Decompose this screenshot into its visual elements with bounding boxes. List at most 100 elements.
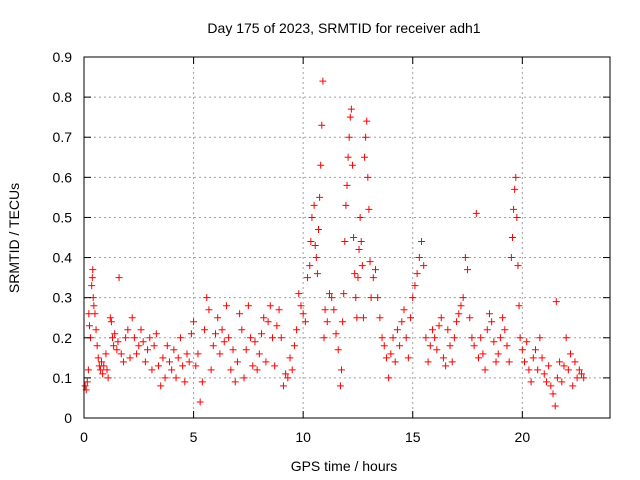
data-point [551, 402, 559, 410]
data-point [135, 342, 143, 350]
data-point [122, 334, 130, 342]
data-point [92, 326, 100, 334]
data-point [459, 294, 467, 302]
data-point [185, 358, 193, 366]
data-point [418, 238, 426, 246]
data-point [266, 302, 274, 310]
data-point [428, 326, 436, 334]
data-point [137, 326, 145, 334]
data-point [513, 213, 521, 221]
data-point [330, 306, 338, 314]
data-point [113, 346, 121, 354]
data-point [365, 205, 373, 213]
data-point [318, 121, 326, 129]
data-point [369, 274, 377, 282]
data-points [81, 77, 588, 410]
data-point [409, 294, 417, 302]
data-point [310, 201, 318, 209]
data-point [402, 334, 410, 342]
data-point [521, 358, 529, 366]
data-point [286, 354, 294, 362]
data-point [385, 374, 393, 382]
data-point [297, 302, 305, 310]
data-point [201, 326, 209, 334]
data-point [558, 378, 566, 386]
data-point [115, 274, 123, 282]
data-point [442, 362, 450, 370]
data-point [342, 201, 350, 209]
data-point [446, 342, 454, 350]
data-point [552, 298, 560, 306]
data-point [505, 358, 513, 366]
data-point [170, 346, 178, 354]
data-point [439, 354, 447, 362]
data-point [518, 346, 526, 354]
data-point [100, 362, 108, 370]
data-point [549, 390, 557, 398]
data-point [288, 366, 296, 374]
data-point [233, 358, 241, 366]
data-point [181, 378, 189, 386]
data-point [378, 334, 386, 342]
data-point [468, 334, 476, 342]
data-point [575, 366, 583, 374]
data-point [362, 133, 370, 141]
data-point [258, 330, 266, 338]
data-point [457, 302, 465, 310]
data-point [290, 342, 298, 350]
data-point [222, 302, 230, 310]
data-point [268, 334, 276, 342]
data-point [103, 366, 111, 374]
data-point [84, 366, 92, 374]
data-point [108, 334, 116, 342]
data-point [490, 338, 498, 346]
chart-title: Day 175 of 2023, SRMTID for receiver adh… [207, 20, 480, 36]
data-point [336, 382, 344, 390]
data-point [301, 318, 309, 326]
data-point [325, 290, 333, 298]
data-point [450, 334, 458, 342]
data-point [515, 302, 523, 310]
data-point [126, 354, 134, 362]
data-point [344, 153, 352, 161]
data-point [398, 318, 406, 326]
data-point [315, 225, 323, 233]
data-point [85, 310, 93, 318]
data-point [157, 382, 165, 390]
data-point [104, 374, 112, 382]
data-point [110, 342, 118, 350]
data-point [85, 322, 93, 330]
data-point [98, 358, 106, 366]
data-point [102, 350, 110, 358]
data-point [562, 334, 570, 342]
x-axis-label: GPS time / hours [291, 458, 398, 474]
data-point [207, 366, 215, 374]
data-point [273, 322, 281, 330]
data-point [542, 378, 550, 386]
data-point [529, 354, 537, 362]
data-point [293, 326, 301, 334]
data-point [341, 238, 349, 246]
data-point [218, 326, 226, 334]
data-point [492, 358, 500, 366]
data-point [531, 346, 539, 354]
data-point [556, 358, 564, 366]
data-point [376, 314, 384, 322]
y-tick-label: 0.8 [53, 89, 73, 105]
data-point [494, 350, 502, 358]
data-point [168, 366, 176, 374]
data-point [573, 374, 581, 382]
data-point [251, 338, 259, 346]
data-point [448, 358, 456, 366]
data-point [321, 306, 329, 314]
data-point [503, 342, 511, 350]
data-point [304, 274, 312, 282]
data-point [538, 354, 546, 362]
data-point [514, 262, 522, 270]
data-point [580, 374, 588, 382]
data-point [343, 181, 351, 189]
data-point [316, 193, 324, 201]
data-point [307, 238, 315, 246]
